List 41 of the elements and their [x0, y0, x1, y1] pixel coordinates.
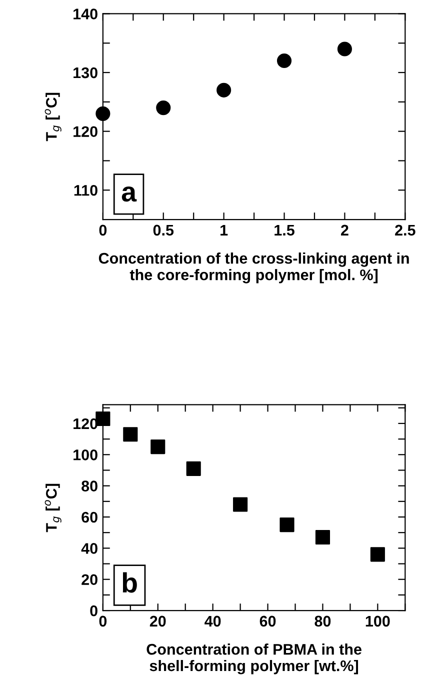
- x-tick-label: 2.5: [395, 224, 416, 236]
- x-tick-label: 2: [340, 224, 348, 236]
- point: [123, 427, 138, 442]
- point: [186, 461, 201, 476]
- point: [276, 53, 292, 68]
- y-tick-label: 120: [74, 126, 98, 138]
- x-tick-label: 40: [204, 616, 221, 627]
- x-tick-label: 60: [260, 616, 276, 627]
- x-axis-title: Concentration of PBMA in the shell-forming polymer [wt.%]: [146, 644, 362, 674]
- x-tick-label: 1: [220, 224, 228, 236]
- y-tick-label: 100: [74, 450, 98, 460]
- y-tick-label: 40: [81, 543, 98, 554]
- annotation: b: [122, 572, 137, 593]
- x-tick-label: 20: [150, 616, 166, 627]
- y-axis-title: T$_{g}$ [$^{o}$C]: [44, 484, 62, 532]
- point: [96, 106, 110, 121]
- y-tick-label: 20: [82, 574, 98, 586]
- x-tick-label: 0: [99, 224, 107, 236]
- y-tick-label: 140: [74, 8, 98, 20]
- point: [96, 411, 110, 426]
- point: [156, 100, 171, 116]
- y-tick-label: 0: [90, 605, 98, 616]
- x-axis-title: Concentration of the cross-linking agent in the core-forming polymer [mol. %]: [98, 252, 409, 284]
- point: [233, 497, 248, 512]
- y-axis-title: T$_{g}$ [$^{o}$C]: [44, 92, 62, 142]
- point: [370, 547, 385, 562]
- x-tick-label: 0.5: [153, 224, 174, 236]
- point: [337, 42, 352, 56]
- point: [150, 440, 166, 454]
- y-tick-label: 110: [74, 184, 98, 196]
- y-tick-label: 130: [74, 67, 98, 78]
- x-tick-label: 100: [366, 616, 390, 627]
- annotation: a: [122, 186, 137, 202]
- x-tick-label: 1.5: [274, 224, 294, 236]
- y-tick-label: 80: [82, 480, 98, 492]
- x-tick-label: 0: [99, 616, 107, 627]
- point: [280, 518, 294, 532]
- x-tick-label: 80: [314, 616, 331, 627]
- point: [216, 82, 232, 98]
- y-tick-label: 60: [82, 512, 98, 523]
- point: [315, 530, 330, 545]
